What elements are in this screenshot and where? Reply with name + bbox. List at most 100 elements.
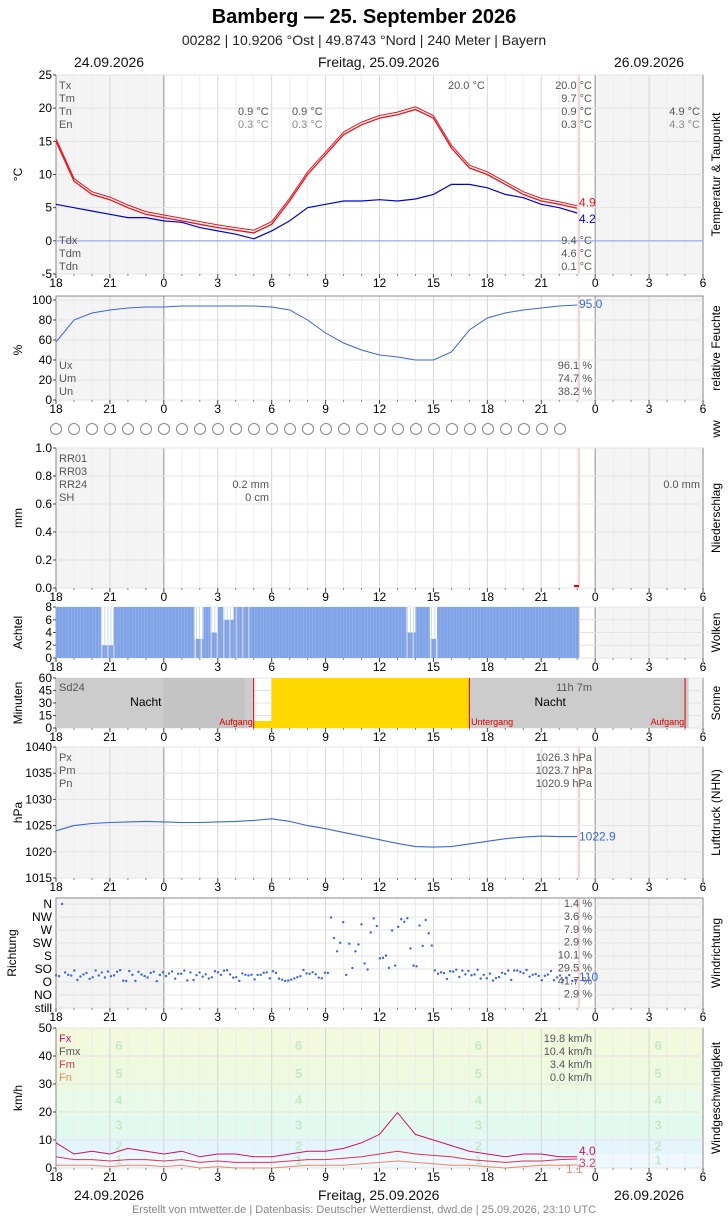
temp-last-td: 4.2 [579, 212, 596, 226]
wdir-point [118, 969, 122, 972]
wspeed-stat-name: Fn [59, 1072, 72, 1084]
wdir-point [228, 973, 232, 976]
wdir-point [137, 970, 140, 974]
sun-night-label-prev: Nacht [130, 695, 162, 709]
wdir-point [351, 966, 354, 970]
hum-xtick-label: 9 [322, 402, 329, 416]
wspeed-ytick-label: 40 [39, 1049, 53, 1063]
temp-dew-stat-name: Tdx [59, 235, 78, 247]
wdir-point [250, 973, 253, 976]
wdir-point [70, 974, 73, 977]
temp-prev-en2: 0.3 °C [292, 119, 323, 131]
pressure-xtick-label: 6 [700, 880, 707, 894]
wdir-point [122, 979, 125, 982]
wdir-point [186, 979, 189, 982]
sun-ytick-label: 45 [39, 684, 53, 698]
wdir-ytick-label: N [43, 897, 52, 911]
hum-xtick-label: 18 [49, 402, 63, 416]
temp-dew-stat-name: Tdm [59, 248, 81, 260]
precip-xtick-label: 15 [427, 590, 441, 604]
wspeed-bft-number: 4 [654, 1092, 662, 1107]
sun-next-sunrise-label: Aufgang [651, 717, 685, 727]
pressure-ytick-label: 1015 [25, 871, 52, 885]
wdir-point [192, 978, 195, 982]
cloud-xtick-label: 3 [646, 660, 653, 674]
wdir-point [170, 970, 174, 973]
wdir-point [522, 972, 525, 975]
wdir-point [225, 969, 229, 972]
precip-xtick-label: 0 [160, 590, 167, 604]
cloud-xtick-label: 0 [160, 660, 167, 674]
ww-circle [104, 423, 116, 435]
wspeed-series-fx [55, 1111, 578, 1158]
temp-max-mark: 20.0 °C [448, 80, 485, 92]
wspeed-ytick-label: 50 [39, 1021, 53, 1035]
wspeed-bft-number: 5 [115, 1066, 122, 1081]
pressure-xtick-label: 18 [481, 880, 495, 894]
ww-circle [500, 423, 512, 435]
wdir-xtick-label: 3 [646, 1010, 653, 1024]
temp-xtick-label: 21 [535, 276, 549, 290]
cloud-gap-bar [216, 632, 219, 658]
date-right: 26.09.2026 [614, 54, 685, 70]
temp-ytick-label: 25 [39, 68, 53, 82]
wdir-point [296, 975, 299, 979]
wspeed-xtick-label: 6 [268, 1170, 275, 1184]
wspeed-last-fn: 1.1 [566, 1162, 583, 1176]
page-title: Bamberg — 25. September 2026 [211, 6, 517, 28]
wspeed-xtick-label: 3 [646, 1170, 653, 1184]
wdir-point [88, 977, 91, 980]
cloud-xtick-label: 15 [427, 660, 441, 674]
ww-circle [248, 423, 260, 435]
sun-unit-label: Minuten [11, 682, 25, 725]
sun-xtick-label: 0 [592, 730, 599, 744]
hum-stat-value: 38.2 % [558, 386, 592, 398]
wdir-point [354, 950, 357, 953]
wdir-point [479, 977, 482, 980]
pressure-stat-value: 1026.3 hPa [536, 752, 593, 764]
hum-xtick-label: 3 [646, 402, 653, 416]
sun-xtick-label: 0 [160, 730, 167, 744]
wdir-point [195, 973, 198, 977]
wspeed-xtick-label: 18 [49, 1170, 63, 1184]
ww-side-label: ww [709, 420, 723, 439]
wdir-point [482, 973, 485, 977]
wdir-point [455, 968, 458, 971]
wdir-point [418, 924, 421, 927]
precip-xtick-label: 3 [646, 590, 653, 604]
wdir-point [73, 969, 76, 972]
wspeed-bft-number: 4 [295, 1092, 303, 1107]
temp-unit-label: °C [11, 167, 25, 181]
wdir-point [302, 968, 305, 972]
wdir-ytick-label: SO [35, 962, 52, 976]
cloud-xtick-label: 21 [103, 660, 117, 674]
temp-stat-value: 0.3 °C [561, 119, 592, 131]
precip-xtick-label: 21 [535, 590, 549, 604]
ww-circle [158, 423, 170, 435]
hum-ytick-label: 100 [32, 293, 52, 307]
wspeed-xtick-label: 21 [535, 1170, 549, 1184]
ww-circle [284, 423, 296, 435]
precip-xtick-label: 18 [49, 590, 63, 604]
wdir-ytick-label: O [43, 975, 52, 989]
temp-xtick-label: 0 [160, 276, 167, 290]
wspeed-bft-number: 4 [115, 1092, 123, 1107]
wdir-point [546, 973, 550, 976]
wdir-point [558, 974, 562, 977]
wdir-point [543, 974, 547, 978]
pressure-xtick-label: 18 [49, 880, 63, 894]
wdir-xtick-label: 18 [49, 1010, 63, 1024]
precip-side-label: Niederschlag [709, 483, 723, 553]
precip-ytick-label: 0.6 [35, 497, 52, 511]
cloud-ytick-label: 4 [45, 626, 52, 640]
wdir-point [338, 941, 342, 945]
hum-xtick-label: 12 [373, 402, 387, 416]
temp-series-td [55, 183, 578, 240]
wdir-point [213, 970, 217, 973]
wspeed-bft-number: 3 [654, 1118, 661, 1133]
wdir-point [320, 977, 324, 980]
precip-xtick-label: 6 [268, 590, 275, 604]
cloud-xtick-label: 6 [700, 660, 707, 674]
sun-xtick-label: 6 [700, 730, 707, 744]
temp-stat-value: 0.9 °C [561, 106, 592, 118]
